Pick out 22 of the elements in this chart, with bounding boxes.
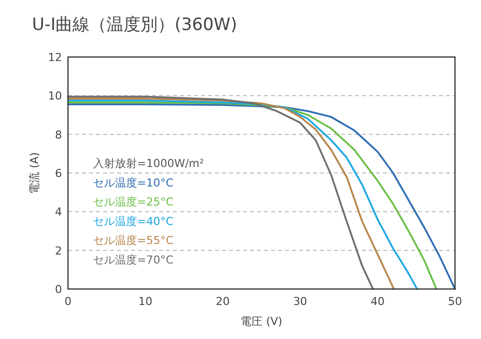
x-tick-label: 30 [293,295,308,308]
x-tick-label: 50 [448,295,462,308]
x-tick-label: 10 [138,295,152,308]
text: セル温度=25°C [93,196,174,209]
x-axis-title: 電圧 (V) [240,315,282,328]
text: セル温度=70°C [93,254,174,266]
text: セル温度=40°C [93,214,174,228]
y-tick-label: 0 [55,283,62,296]
annotation: 入射放射=1000W/m² [93,157,204,170]
x-tick-label: 20 [216,295,230,308]
y-tick-label: 8 [55,128,62,142]
y-axis-title: 電流 (A) [28,152,41,194]
y-tick-label: 10 [48,90,62,103]
y-tick-label: 12 [48,51,62,64]
y-tick-label: 2 [55,244,62,258]
y-tick-label: 6 [55,167,62,180]
x-tick-label: 40 [370,295,385,308]
x-tick-label: 0 [64,295,72,308]
y-tick-label: 4 [55,206,62,219]
chart-title: U-I曲線（温度別）(360W) [32,15,238,35]
text: セル温度=55°C [93,234,174,248]
text: セル温度=10°C [93,176,174,190]
